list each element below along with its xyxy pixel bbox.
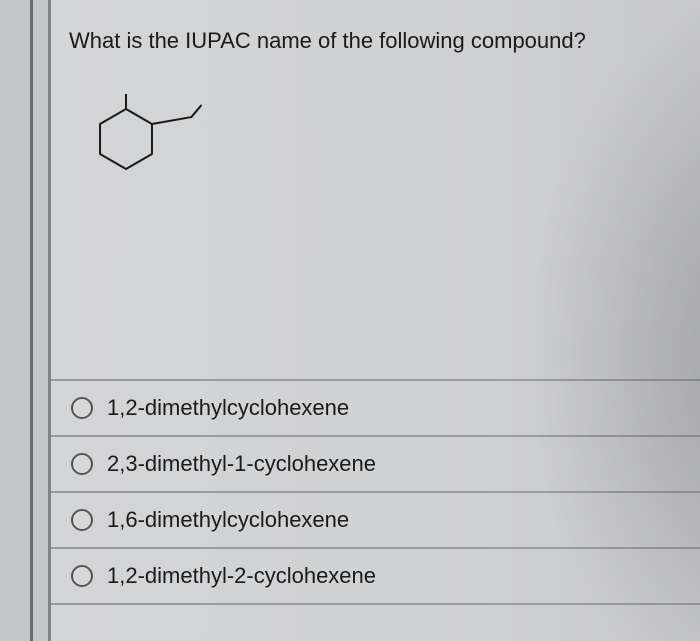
radio-icon[interactable] — [71, 397, 93, 419]
question-text: What is the IUPAC name of the following … — [69, 28, 700, 54]
options-list: 1,2-dimethylcyclohexene 2,3-dimethyl-1-c… — [51, 379, 700, 605]
option-row[interactable]: 2,3-dimethyl-1-cyclohexene — [51, 435, 700, 491]
option-label: 1,2-dimethylcyclohexene — [107, 395, 349, 421]
molecule-structure — [81, 94, 221, 214]
option-row[interactable]: 1,2-dimethylcyclohexene — [51, 379, 700, 435]
content-area: What is the IUPAC name of the following … — [51, 0, 700, 641]
left-border-outer — [30, 0, 33, 641]
option-label: 1,6-dimethylcyclohexene — [107, 507, 349, 533]
radio-icon[interactable] — [71, 565, 93, 587]
option-row[interactable]: 1,2-dimethyl-2-cyclohexene — [51, 547, 700, 605]
option-row[interactable]: 1,6-dimethylcyclohexene — [51, 491, 700, 547]
option-label: 1,2-dimethyl-2-cyclohexene — [107, 563, 376, 589]
radio-icon[interactable] — [71, 509, 93, 531]
radio-icon[interactable] — [71, 453, 93, 475]
option-label: 2,3-dimethyl-1-cyclohexene — [107, 451, 376, 477]
